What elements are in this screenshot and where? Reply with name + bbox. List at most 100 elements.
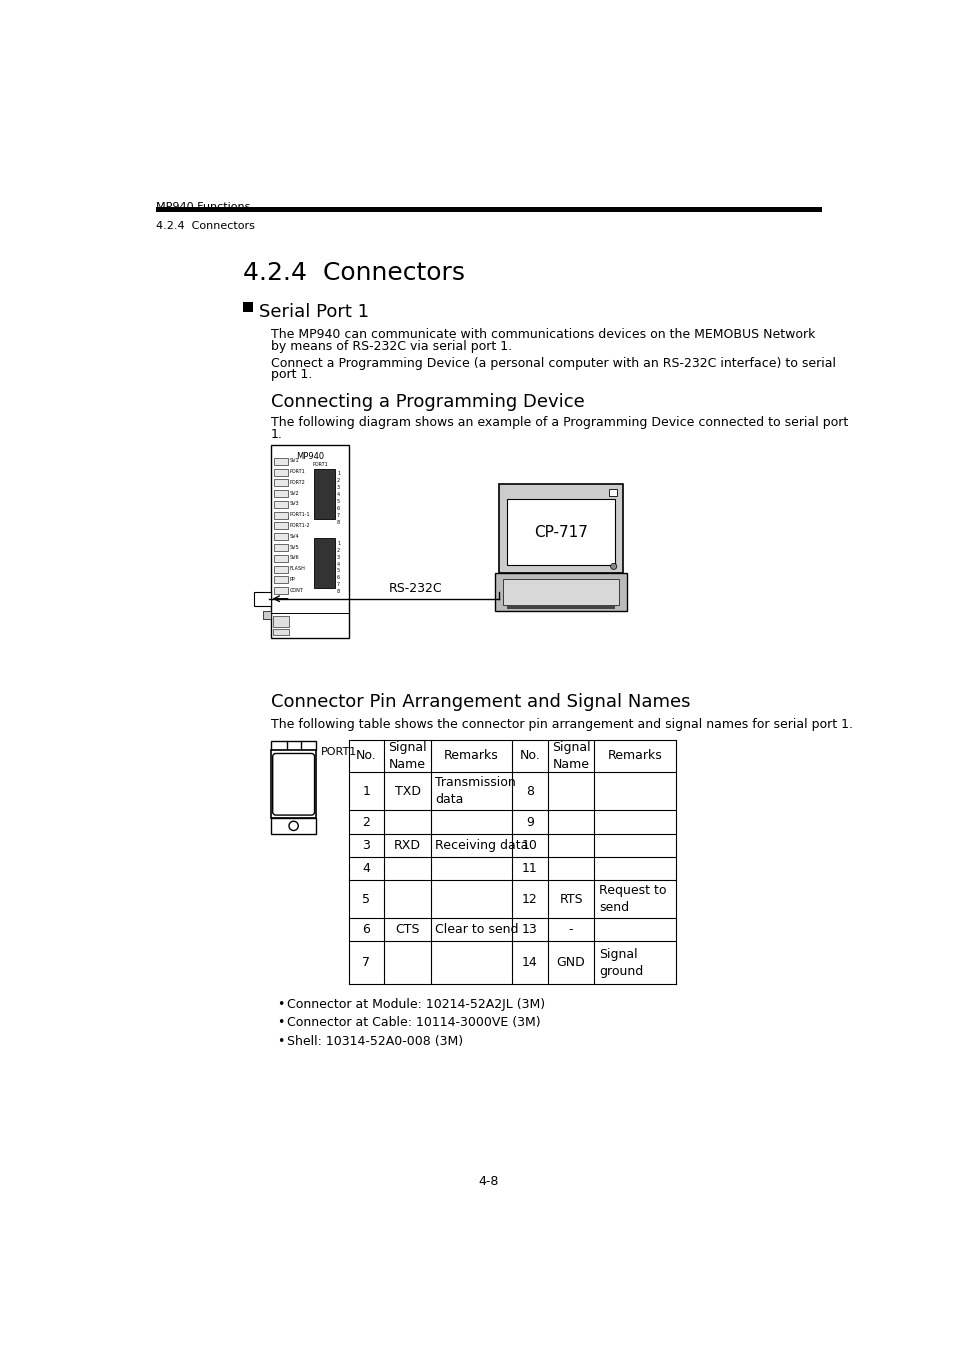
Text: 5: 5 (336, 499, 340, 504)
Circle shape (610, 563, 617, 570)
Text: 13: 13 (521, 923, 537, 936)
Text: PORT1: PORT1 (320, 747, 356, 758)
Text: Connector at Module: 10214-52A2JL (3M): Connector at Module: 10214-52A2JL (3M) (286, 997, 544, 1011)
Text: No.: No. (519, 750, 539, 762)
Text: CTS: CTS (395, 923, 419, 936)
Bar (274, 544, 288, 551)
Bar (274, 566, 288, 573)
Text: The following diagram shows an example of a Programming Device connected to seri: The following diagram shows an example o… (271, 416, 847, 430)
Text: 6: 6 (336, 576, 340, 581)
Text: 5: 5 (362, 893, 370, 905)
Text: 4-8: 4-8 (478, 1174, 498, 1188)
Text: 14: 14 (521, 957, 537, 969)
Text: by means of RS-232C via serial port 1.: by means of RS-232C via serial port 1. (271, 340, 512, 353)
Text: RTS: RTS (558, 893, 582, 905)
Text: Shell: 10314-52A0-008 (3M): Shell: 10314-52A0-008 (3M) (286, 1035, 462, 1047)
Text: Connector Pin Arrangement and Signal Names: Connector Pin Arrangement and Signal Nam… (271, 693, 690, 712)
Text: 1: 1 (336, 471, 340, 477)
Text: Transmission
data: Transmission data (435, 777, 516, 807)
Bar (274, 628, 289, 635)
Bar (274, 616, 289, 627)
Text: 4.2.4  Connectors: 4.2.4 Connectors (155, 220, 254, 231)
Text: port 1.: port 1. (271, 369, 313, 381)
Text: MP940 Functions: MP940 Functions (155, 203, 250, 212)
Text: 10: 10 (521, 839, 537, 851)
Bar (243, 303, 253, 312)
Text: PORT1: PORT1 (290, 469, 305, 474)
Bar (506, 500, 615, 565)
Text: 9: 9 (525, 816, 534, 828)
Bar (155, 207, 821, 212)
Text: PORT1-2: PORT1-2 (290, 523, 310, 528)
Text: SV5: SV5 (290, 544, 299, 550)
Text: 2: 2 (336, 478, 340, 484)
Text: Remarks: Remarks (607, 750, 661, 762)
Text: Connector at Cable: 10114-3000VE (3M): Connector at Cable: 10114-3000VE (3M) (286, 1016, 539, 1029)
Text: RS-232C: RS-232C (389, 582, 442, 594)
Text: 7: 7 (336, 513, 340, 517)
Text: 1: 1 (336, 540, 340, 546)
Text: Receiving data: Receiving data (435, 839, 528, 851)
Text: PORT1-1: PORT1-1 (290, 512, 310, 517)
Bar (263, 611, 271, 619)
Text: 2: 2 (336, 547, 340, 553)
Text: 8: 8 (525, 785, 534, 797)
Text: 8: 8 (336, 589, 340, 594)
Text: SV3: SV3 (290, 501, 299, 507)
Bar (274, 480, 288, 486)
FancyBboxPatch shape (273, 754, 314, 815)
Bar (271, 742, 286, 750)
Text: 11: 11 (521, 862, 537, 874)
Text: The following table shows the connector pin arrangement and signal names for ser: The following table shows the connector … (271, 719, 852, 731)
Text: 7: 7 (362, 957, 370, 969)
Bar (300, 742, 315, 750)
Text: FLASH: FLASH (290, 566, 305, 571)
Text: 4: 4 (362, 862, 370, 874)
Bar (274, 534, 288, 540)
Text: Connecting a Programming Device: Connecting a Programming Device (271, 393, 584, 411)
Bar (274, 469, 288, 476)
Text: 5: 5 (336, 569, 340, 573)
Text: 12: 12 (521, 893, 537, 905)
Text: RXD: RXD (394, 839, 420, 851)
Bar (253, 592, 271, 605)
Text: 4: 4 (336, 562, 340, 566)
Bar (274, 490, 288, 497)
Bar (314, 538, 335, 588)
Text: Signal
ground: Signal ground (598, 947, 642, 978)
Text: 4: 4 (336, 492, 340, 497)
Text: SV4: SV4 (290, 534, 299, 539)
Text: •: • (277, 1035, 284, 1047)
Bar (498, 484, 622, 573)
Bar (271, 819, 315, 834)
Text: MP940: MP940 (295, 451, 324, 461)
Text: Signal
Name: Signal Name (388, 740, 426, 771)
Text: 1: 1 (362, 785, 370, 797)
Text: 6: 6 (336, 507, 340, 511)
Text: Connect a Programming Device (a personal computer with an RS-232C interface) to : Connect a Programming Device (a personal… (271, 357, 835, 370)
Text: PORT1: PORT1 (312, 462, 328, 467)
Bar (274, 577, 288, 584)
Text: 8: 8 (336, 520, 340, 526)
Bar (274, 588, 288, 594)
Circle shape (289, 821, 298, 831)
Text: 2: 2 (362, 816, 370, 828)
Text: SV2: SV2 (290, 490, 299, 496)
Text: 1.: 1. (271, 428, 283, 440)
Text: Clear to send: Clear to send (435, 923, 518, 936)
Text: PORT2: PORT2 (290, 480, 305, 485)
Text: 3: 3 (336, 555, 340, 559)
Text: •: • (277, 997, 284, 1011)
Text: Signal
Name: Signal Name (551, 740, 590, 771)
Text: •: • (277, 1016, 284, 1029)
Bar (271, 750, 315, 819)
Bar (271, 446, 348, 638)
Text: CONT: CONT (290, 588, 303, 593)
Bar (314, 469, 335, 519)
Bar (502, 578, 618, 605)
Text: 3: 3 (336, 485, 340, 490)
Text: CP-717: CP-717 (534, 524, 587, 539)
Text: 6: 6 (362, 923, 370, 936)
Text: -: - (568, 923, 573, 936)
Text: SV1: SV1 (290, 458, 299, 463)
